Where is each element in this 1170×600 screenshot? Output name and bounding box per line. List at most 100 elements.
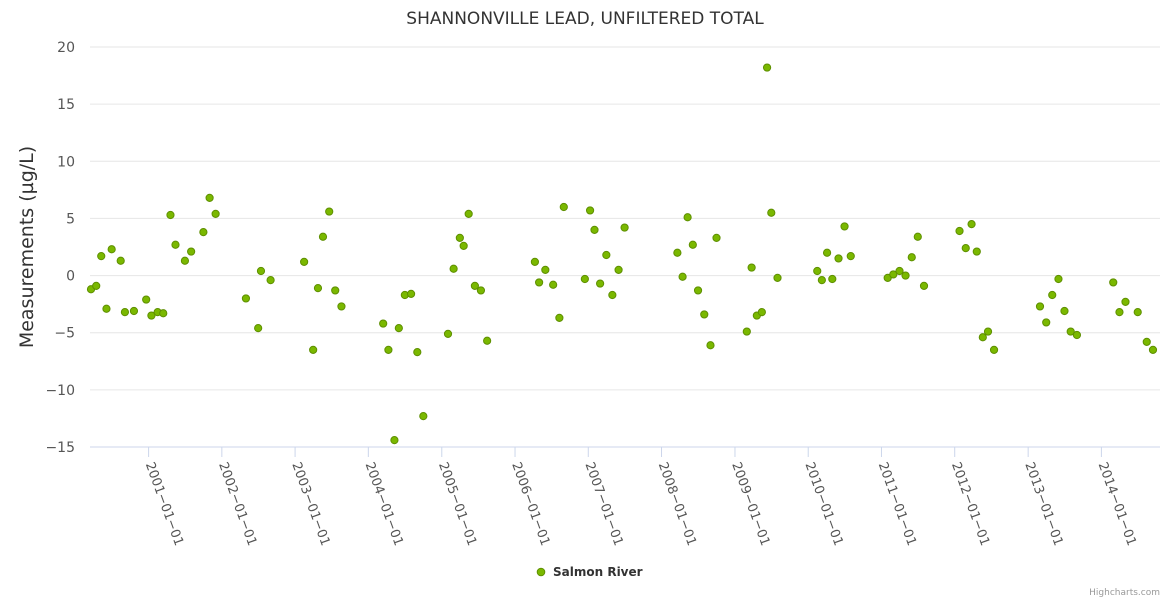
data-point[interactable] — [211, 209, 220, 218]
data-point[interactable] — [205, 193, 214, 202]
data-point[interactable] — [773, 273, 782, 282]
data-point[interactable] — [394, 324, 403, 333]
data-point[interactable] — [171, 240, 180, 249]
data-point[interactable] — [97, 252, 106, 261]
data-point[interactable] — [620, 223, 629, 232]
data-point[interactable] — [199, 228, 208, 237]
data-point[interactable] — [455, 233, 464, 242]
data-point[interactable] — [822, 248, 832, 257]
data-point[interactable] — [683, 213, 692, 222]
data-point[interactable] — [919, 281, 929, 290]
data-point[interactable] — [712, 233, 721, 242]
data-point[interactable] — [889, 270, 898, 279]
data-point[interactable] — [1048, 290, 1057, 300]
data-point[interactable] — [92, 281, 101, 290]
data-point[interactable] — [1115, 308, 1124, 317]
data-point[interactable] — [901, 271, 910, 280]
data-point[interactable] — [608, 290, 617, 300]
data-point[interactable] — [961, 244, 970, 253]
data-point[interactable] — [241, 294, 251, 303]
data-point[interactable] — [767, 208, 776, 217]
data-point[interactable] — [476, 286, 486, 295]
data-point[interactable] — [166, 210, 175, 220]
data-point[interactable] — [325, 207, 334, 216]
data-point[interactable] — [1121, 297, 1130, 306]
data-point[interactable] — [706, 341, 715, 350]
data-point[interactable] — [555, 313, 564, 322]
data-point[interactable] — [700, 310, 709, 319]
data-point[interactable] — [967, 220, 976, 229]
data-point[interactable] — [978, 333, 987, 342]
data-point[interactable] — [443, 329, 453, 338]
data-point[interactable] — [693, 286, 703, 295]
data-point[interactable] — [1109, 278, 1118, 287]
data-point[interactable] — [834, 254, 843, 263]
data-point[interactable] — [913, 232, 922, 241]
data-point[interactable] — [757, 308, 766, 317]
data-point[interactable] — [596, 279, 605, 288]
data-point[interactable] — [142, 295, 151, 304]
data-point[interactable] — [384, 345, 393, 354]
data-point[interactable] — [549, 280, 558, 289]
data-point[interactable] — [464, 209, 473, 218]
data-point[interactable] — [379, 319, 388, 328]
legend[interactable]: Salmon River — [536, 565, 643, 579]
data-point[interactable] — [1060, 306, 1069, 316]
legend-label[interactable]: Salmon River — [553, 565, 643, 579]
credits-link[interactable]: Highcharts.com — [1089, 588, 1160, 598]
data-point[interactable] — [1066, 327, 1075, 336]
data-point[interactable] — [187, 247, 196, 256]
data-point[interactable] — [742, 327, 751, 336]
data-point[interactable] — [1142, 337, 1151, 346]
data-point[interactable] — [331, 286, 340, 295]
data-point[interactable] — [254, 324, 263, 333]
data-point[interactable] — [102, 304, 111, 313]
data-point[interactable] — [309, 345, 318, 354]
data-point[interactable] — [1133, 308, 1142, 317]
data-point[interactable] — [762, 63, 772, 72]
data-point[interactable] — [840, 222, 849, 231]
data-point[interactable] — [614, 265, 623, 274]
data-point[interactable] — [1035, 302, 1045, 311]
data-point[interactable] — [318, 232, 328, 241]
data-point[interactable] — [390, 436, 399, 445]
data-point[interactable] — [300, 257, 309, 266]
data-point[interactable] — [989, 345, 999, 354]
data-point[interactable] — [449, 264, 458, 273]
data-point[interactable] — [129, 306, 139, 316]
data-point[interactable] — [337, 302, 346, 311]
data-point[interactable] — [535, 278, 544, 287]
data-point[interactable] — [1054, 274, 1063, 284]
data-point[interactable] — [846, 252, 855, 261]
data-point[interactable] — [483, 336, 492, 345]
data-point[interactable] — [673, 248, 682, 257]
data-point[interactable] — [983, 327, 993, 336]
data-point[interactable] — [470, 281, 479, 290]
data-point[interactable] — [585, 206, 595, 215]
data-point[interactable] — [580, 274, 589, 284]
data-point[interactable] — [266, 276, 275, 285]
data-point[interactable] — [602, 250, 611, 260]
data-point[interactable] — [406, 289, 416, 298]
data-point[interactable] — [678, 272, 687, 281]
data-point[interactable] — [1072, 330, 1082, 340]
data-point[interactable] — [256, 266, 266, 276]
data-point[interactable] — [1148, 345, 1158, 354]
data-point[interactable] — [530, 257, 539, 266]
data-point[interactable] — [180, 256, 190, 265]
data-point[interactable] — [120, 308, 130, 317]
data-point[interactable] — [107, 245, 116, 254]
data-point[interactable] — [116, 256, 125, 265]
data-point[interactable] — [907, 253, 916, 262]
data-point[interactable] — [159, 309, 168, 318]
data-point[interactable] — [413, 348, 422, 357]
data-point[interactable] — [813, 266, 822, 276]
data-point[interactable] — [419, 412, 428, 421]
data-point[interactable] — [147, 311, 156, 320]
data-point[interactable] — [828, 274, 837, 284]
data-point[interactable] — [972, 247, 981, 256]
data-point[interactable] — [955, 226, 964, 236]
data-point[interactable] — [747, 263, 756, 272]
data-point[interactable] — [688, 240, 697, 249]
data-point[interactable] — [590, 225, 599, 234]
